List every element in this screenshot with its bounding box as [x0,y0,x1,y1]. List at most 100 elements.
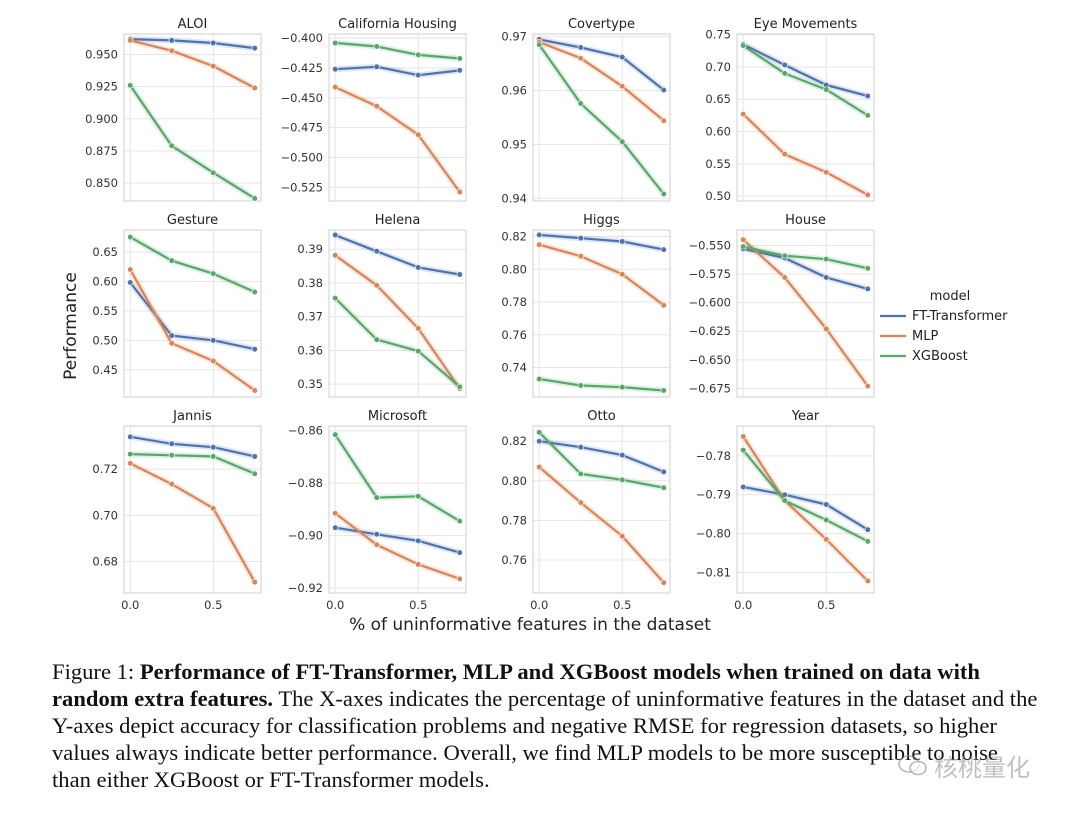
y-tick-label: 0.60 [92,274,118,288]
y-tick-label: 0.925 [85,80,118,94]
data-point-xgboost [332,431,339,438]
panel-title: Gesture [167,213,218,228]
data-point-xgboost [456,55,463,62]
data-point-ft-transformer [456,549,463,556]
legend-label-ft: FT-Transformer [912,309,1008,324]
series-line-xgboost [742,44,869,117]
y-tick-label: 0.78 [501,295,527,309]
data-point-xgboost [415,493,422,500]
watermark: 核桃量化 [898,748,1030,783]
series-line-mlp [538,243,665,307]
series-line-xgboost [130,453,256,475]
y-tick-label: 0.96 [501,84,527,98]
y-tick-label: 0.65 [705,92,731,106]
x-tick-label: 0.5 [409,598,427,612]
legend-label-xgb: XGBoost [912,349,968,364]
plot-frame [736,33,875,202]
plot-frame [736,425,875,594]
data-point-xgboost [823,516,830,524]
data-point-xgboost [251,470,258,477]
data-point-ft-transformer [415,72,422,79]
data-point-ft-transformer [210,444,217,451]
panel-jannis: 0.0 0.5 0.68 0.70 0.72 Jannis [92,409,262,612]
panel-california-housing: −0.400 −0.425 −0.450 −0.475 −0.500 −0.525 Cali… [280,17,467,202]
data-point-xgboost [577,470,584,477]
data-point-mlp [332,252,339,259]
y-tick-label: 0.50 [705,189,731,203]
y-tick-label: −0.475 [280,121,323,135]
y-tick-label: 0.39 [297,242,323,256]
y-tick-label: 0.45 [92,363,118,377]
data-point-xgboost [168,142,175,149]
series-line-mlp [742,113,869,196]
data-point-ft-transformer [577,44,584,51]
series-line-mlp [129,268,256,392]
data-point-xgboost [168,257,175,264]
data-point-xgboost [251,288,258,296]
data-point-mlp [456,575,463,582]
data-point-mlp [781,151,788,158]
y-tick-label: −0.92 [288,581,323,595]
data-point-ft-transformer [168,440,175,447]
plot-frame [328,229,467,398]
series-line-xgboost [129,236,256,294]
caption-bold: Performance of FT-Transformer, MLP and X… [52,659,980,711]
y-tick-label: −0.600 [688,296,731,310]
y-tick-label: −0.425 [280,61,323,75]
y-tick-label: 0.55 [705,157,731,171]
panel-eye-movements: 0.50 0.55 0.60 0.65 0.70 0.75 Eye Movements [705,17,875,203]
y-tick-label: −0.625 [688,324,731,338]
data-point-ft-transformer [127,279,134,286]
data-point-mlp [740,236,747,243]
figure-caption: Figure 1: Performance of FT-Transformer,… [52,658,1042,793]
y-tick-label: −0.675 [688,381,731,395]
data-point-xgboost [127,82,134,89]
data-point-mlp [127,460,134,467]
legend-label-mlp: MLP [912,329,938,344]
data-point-ft-transformer [864,526,871,533]
data-point-ft-transformer [660,468,667,476]
data-point-xgboost [332,295,339,302]
data-point-mlp [168,481,175,488]
data-point-mlp [168,47,175,54]
data-point-xgboost [740,243,747,250]
series-line-xgboost [334,434,461,523]
plot-frame [532,425,671,594]
series-line-ft-transformer [130,38,255,50]
data-point-mlp [660,117,667,124]
watermark-text: 核桃量化 [934,754,1030,782]
data-point-mlp [373,103,380,110]
y-tick-label: 0.95 [501,137,527,151]
data-point-mlp [373,282,380,289]
x-tick-label: 0.0 [326,598,344,612]
panel-title: Year [791,409,820,424]
panel-aloi: 0.850 0.875 0.900 0.925 0.950 ALOI [85,17,262,202]
series-line-mlp [742,238,869,387]
x-tick-label: 0.0 [734,598,752,612]
panel-title: Jannis [172,409,212,424]
x-tick-label: 0.5 [817,598,835,612]
y-tick-label: −0.79 [696,488,731,502]
y-tick-label: 0.76 [501,553,527,567]
data-point-xgboost [660,484,667,491]
y-tick-label: 0.900 [85,112,118,126]
data-point-xgboost [619,384,626,391]
y-tick-label: 0.97 [501,30,527,44]
plot-frame [123,425,262,594]
x-tick-label: 0.0 [121,598,139,612]
data-point-xgboost [456,518,463,525]
data-point-ft-transformer [332,524,339,531]
y-axis-label: Performance [61,272,81,380]
plot-area [124,230,261,397]
data-point-mlp [536,463,543,471]
data-point-ft-transformer [823,501,830,508]
y-tick-label: −0.400 [280,31,323,45]
data-point-xgboost [536,429,543,436]
y-tick-label: −0.86 [288,424,323,438]
data-point-mlp [577,55,584,62]
data-point-ft-transformer [373,531,380,538]
series-line-mlp [334,512,461,580]
data-point-ft-transformer [536,438,543,445]
y-tick-label: 0.65 [92,245,118,259]
data-point-xgboost [373,43,380,50]
